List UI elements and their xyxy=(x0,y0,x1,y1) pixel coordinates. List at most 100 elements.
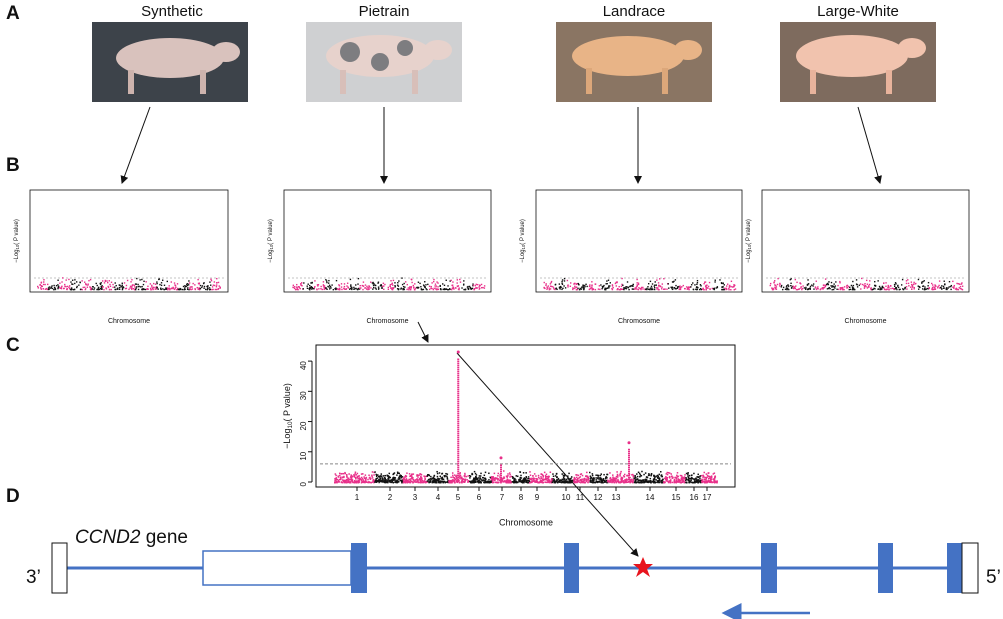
snp-dot xyxy=(939,286,942,289)
snp-dot xyxy=(574,282,576,285)
snp-dot xyxy=(431,282,433,284)
breed-name: Landrace xyxy=(603,3,666,20)
snp-dot xyxy=(769,282,772,285)
snp-dot xyxy=(921,282,923,284)
snp-dot xyxy=(716,286,719,289)
snp-dot xyxy=(86,286,89,288)
snp-dot xyxy=(709,480,711,482)
x-axis-label: Chromosome xyxy=(844,318,886,325)
snp-dot xyxy=(540,477,543,480)
snp-dot xyxy=(809,285,812,288)
snp-dot xyxy=(546,475,549,478)
snp-dot xyxy=(433,474,436,477)
snp-dot xyxy=(296,283,298,286)
snp-dot xyxy=(913,286,915,289)
snp-dot xyxy=(412,473,415,475)
snp-dot xyxy=(197,282,200,285)
snp-dot xyxy=(644,481,646,484)
snp-dot xyxy=(662,288,665,290)
snp-dot xyxy=(455,475,457,478)
snp-dot xyxy=(554,288,556,291)
snp-dot xyxy=(673,280,675,283)
snp-dot xyxy=(478,286,480,288)
x-axis-label: Chromosome xyxy=(499,517,553,527)
snp-dot xyxy=(401,479,404,482)
snp-dot xyxy=(450,476,452,479)
y-tick-label: 0 xyxy=(299,481,308,486)
snp-dot xyxy=(636,473,638,475)
snp-dot xyxy=(493,477,495,479)
snp-dot xyxy=(568,481,571,484)
snp-dot xyxy=(177,288,179,291)
snp-dot xyxy=(937,285,939,288)
snp-dot xyxy=(546,288,548,290)
snp-dot xyxy=(778,285,781,287)
snp-dot xyxy=(861,283,864,286)
snp-dot xyxy=(101,285,103,287)
snp-dot xyxy=(589,288,591,290)
snp-dot xyxy=(690,477,693,480)
snp-dot xyxy=(321,288,323,291)
snp-dot xyxy=(99,282,101,285)
snp-dot xyxy=(420,288,423,290)
snp-dot xyxy=(713,480,716,483)
snp-dot xyxy=(437,480,440,483)
snp-dot xyxy=(373,282,375,285)
snp-dot xyxy=(536,478,539,480)
snp-dot xyxy=(455,477,458,479)
snp-dot xyxy=(562,481,565,483)
snp-dot xyxy=(393,477,395,480)
snp-dot xyxy=(657,477,660,479)
snp-dot xyxy=(800,286,802,288)
snp-dot xyxy=(805,288,807,290)
snp-dot xyxy=(396,284,399,286)
snp-dot xyxy=(405,476,407,478)
snp-dot xyxy=(355,287,357,290)
snp-dot xyxy=(926,287,929,290)
snp-dot xyxy=(620,478,622,480)
snp-dot xyxy=(101,288,103,290)
snp-dot xyxy=(458,477,461,479)
snp-dot xyxy=(679,286,681,288)
snp-dot xyxy=(682,476,685,479)
snp-dot xyxy=(307,283,309,285)
snp-dot xyxy=(37,287,40,289)
snp-dot xyxy=(933,286,935,288)
snp-dot xyxy=(511,481,514,483)
snp-dot xyxy=(295,288,297,291)
snp-dot xyxy=(714,476,717,478)
snp-dot xyxy=(541,473,544,476)
snp-dot xyxy=(569,478,572,480)
pig-photo xyxy=(306,22,462,102)
snp-dot xyxy=(535,475,537,477)
snp-dot xyxy=(394,286,396,288)
snp-dot xyxy=(682,284,684,287)
snp-dot xyxy=(687,476,690,479)
snp-dot xyxy=(690,474,693,477)
snp-dot xyxy=(93,287,96,289)
snp-dot xyxy=(934,288,937,290)
snp-dot xyxy=(572,479,574,482)
snp-dot xyxy=(679,481,682,484)
snp-dot xyxy=(176,283,179,285)
snp-dot xyxy=(380,285,383,287)
snp-dot xyxy=(646,480,649,483)
snp-dot xyxy=(657,475,660,478)
snp-dot xyxy=(188,282,191,284)
snp-dot xyxy=(607,479,609,482)
snp-dot xyxy=(421,477,423,480)
snp-dot xyxy=(696,479,698,482)
snp-dot xyxy=(149,283,152,285)
snp-dot xyxy=(44,283,46,286)
snp-dot xyxy=(57,279,59,281)
snp-dot xyxy=(57,284,59,286)
snp-dot xyxy=(391,287,393,289)
snp-dot xyxy=(362,288,364,291)
snp-dot xyxy=(338,288,340,290)
snp-dot xyxy=(669,475,671,478)
snp-dot xyxy=(614,477,616,480)
snp-dot xyxy=(129,287,131,289)
snp-dot xyxy=(586,471,588,474)
snp-dot xyxy=(957,288,960,291)
snp-dot xyxy=(865,285,867,288)
